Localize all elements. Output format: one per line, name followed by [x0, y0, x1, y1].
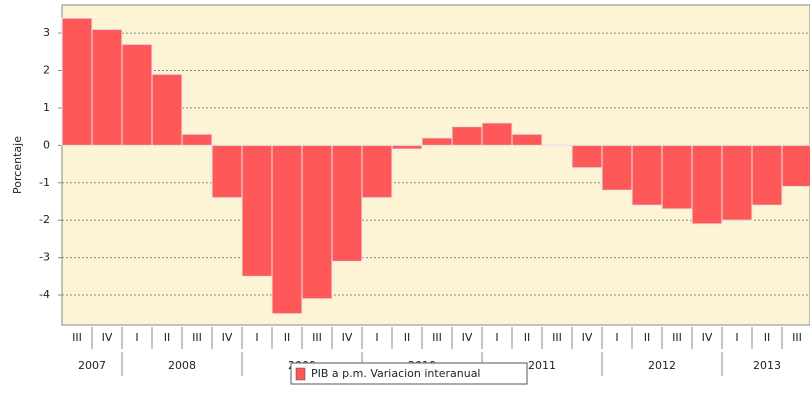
bar [571, 144, 603, 169]
bar [91, 28, 123, 146]
bar [751, 144, 783, 206]
y-tick-label: -4 [39, 288, 50, 301]
x-tick-label: I [615, 331, 618, 344]
x-tick-label: I [135, 331, 138, 344]
bar [511, 133, 543, 146]
bar [421, 137, 453, 146]
legend-swatch [295, 367, 306, 381]
y-tick-label: 2 [43, 63, 50, 76]
x-tick-label: III [312, 331, 322, 344]
x-tick-label: III [432, 331, 442, 344]
bar [691, 144, 723, 225]
bar [61, 17, 93, 146]
year-label: 2008 [168, 359, 196, 372]
bar [481, 122, 513, 146]
y-tick-label: -2 [39, 213, 50, 226]
x-tick-label: I [735, 331, 738, 344]
bar [301, 144, 333, 300]
legend-box [290, 362, 528, 385]
year-label: 2012 [648, 359, 676, 372]
y-tick-label: 0 [43, 138, 50, 151]
y-axis-label: Porcentaje [11, 136, 24, 194]
y-tick-label: -1 [39, 176, 50, 189]
x-tick-label: III [192, 331, 202, 344]
bar [781, 144, 810, 188]
x-tick-label: I [375, 331, 378, 344]
bar [361, 144, 393, 199]
bar [271, 144, 303, 315]
x-tick-label: I [255, 331, 258, 344]
bar [721, 144, 753, 221]
x-tick-label: II [404, 331, 411, 344]
y-tick-label: 3 [43, 26, 50, 39]
year-label: 2011 [528, 359, 556, 372]
bar [121, 43, 153, 146]
x-tick-label: II [284, 331, 291, 344]
year-label: 2013 [753, 359, 781, 372]
bar [661, 144, 693, 210]
x-tick-label: II [764, 331, 771, 344]
year-label: 2007 [78, 359, 106, 372]
x-tick-label: III [72, 331, 82, 344]
x-tick-label: II [644, 331, 651, 344]
x-tick-label: IV [702, 331, 713, 344]
x-tick-label: III [672, 331, 682, 344]
x-tick-label: IV [582, 331, 593, 344]
x-tick-label: IV [462, 331, 473, 344]
bar [181, 133, 213, 146]
bar [211, 144, 243, 199]
bar [631, 144, 663, 206]
x-tick-label: IV [102, 331, 113, 344]
y-tick-label: -3 [39, 251, 50, 264]
x-tick-label: II [524, 331, 531, 344]
bar [541, 144, 573, 147]
bar [391, 144, 423, 150]
bar [331, 144, 363, 262]
legend-label: PIB a p.m. Variacion interanual [311, 367, 481, 380]
x-tick-label: III [792, 331, 802, 344]
bar [151, 73, 183, 146]
bar [601, 144, 633, 191]
x-tick-label: IV [342, 331, 353, 344]
x-tick-label: I [495, 331, 498, 344]
x-tick-label: IV [222, 331, 233, 344]
x-tick-label: III [552, 331, 562, 344]
y-tick-label: 1 [43, 101, 50, 114]
bar [451, 126, 483, 146]
x-tick-label: II [164, 331, 171, 344]
bar [241, 144, 273, 277]
